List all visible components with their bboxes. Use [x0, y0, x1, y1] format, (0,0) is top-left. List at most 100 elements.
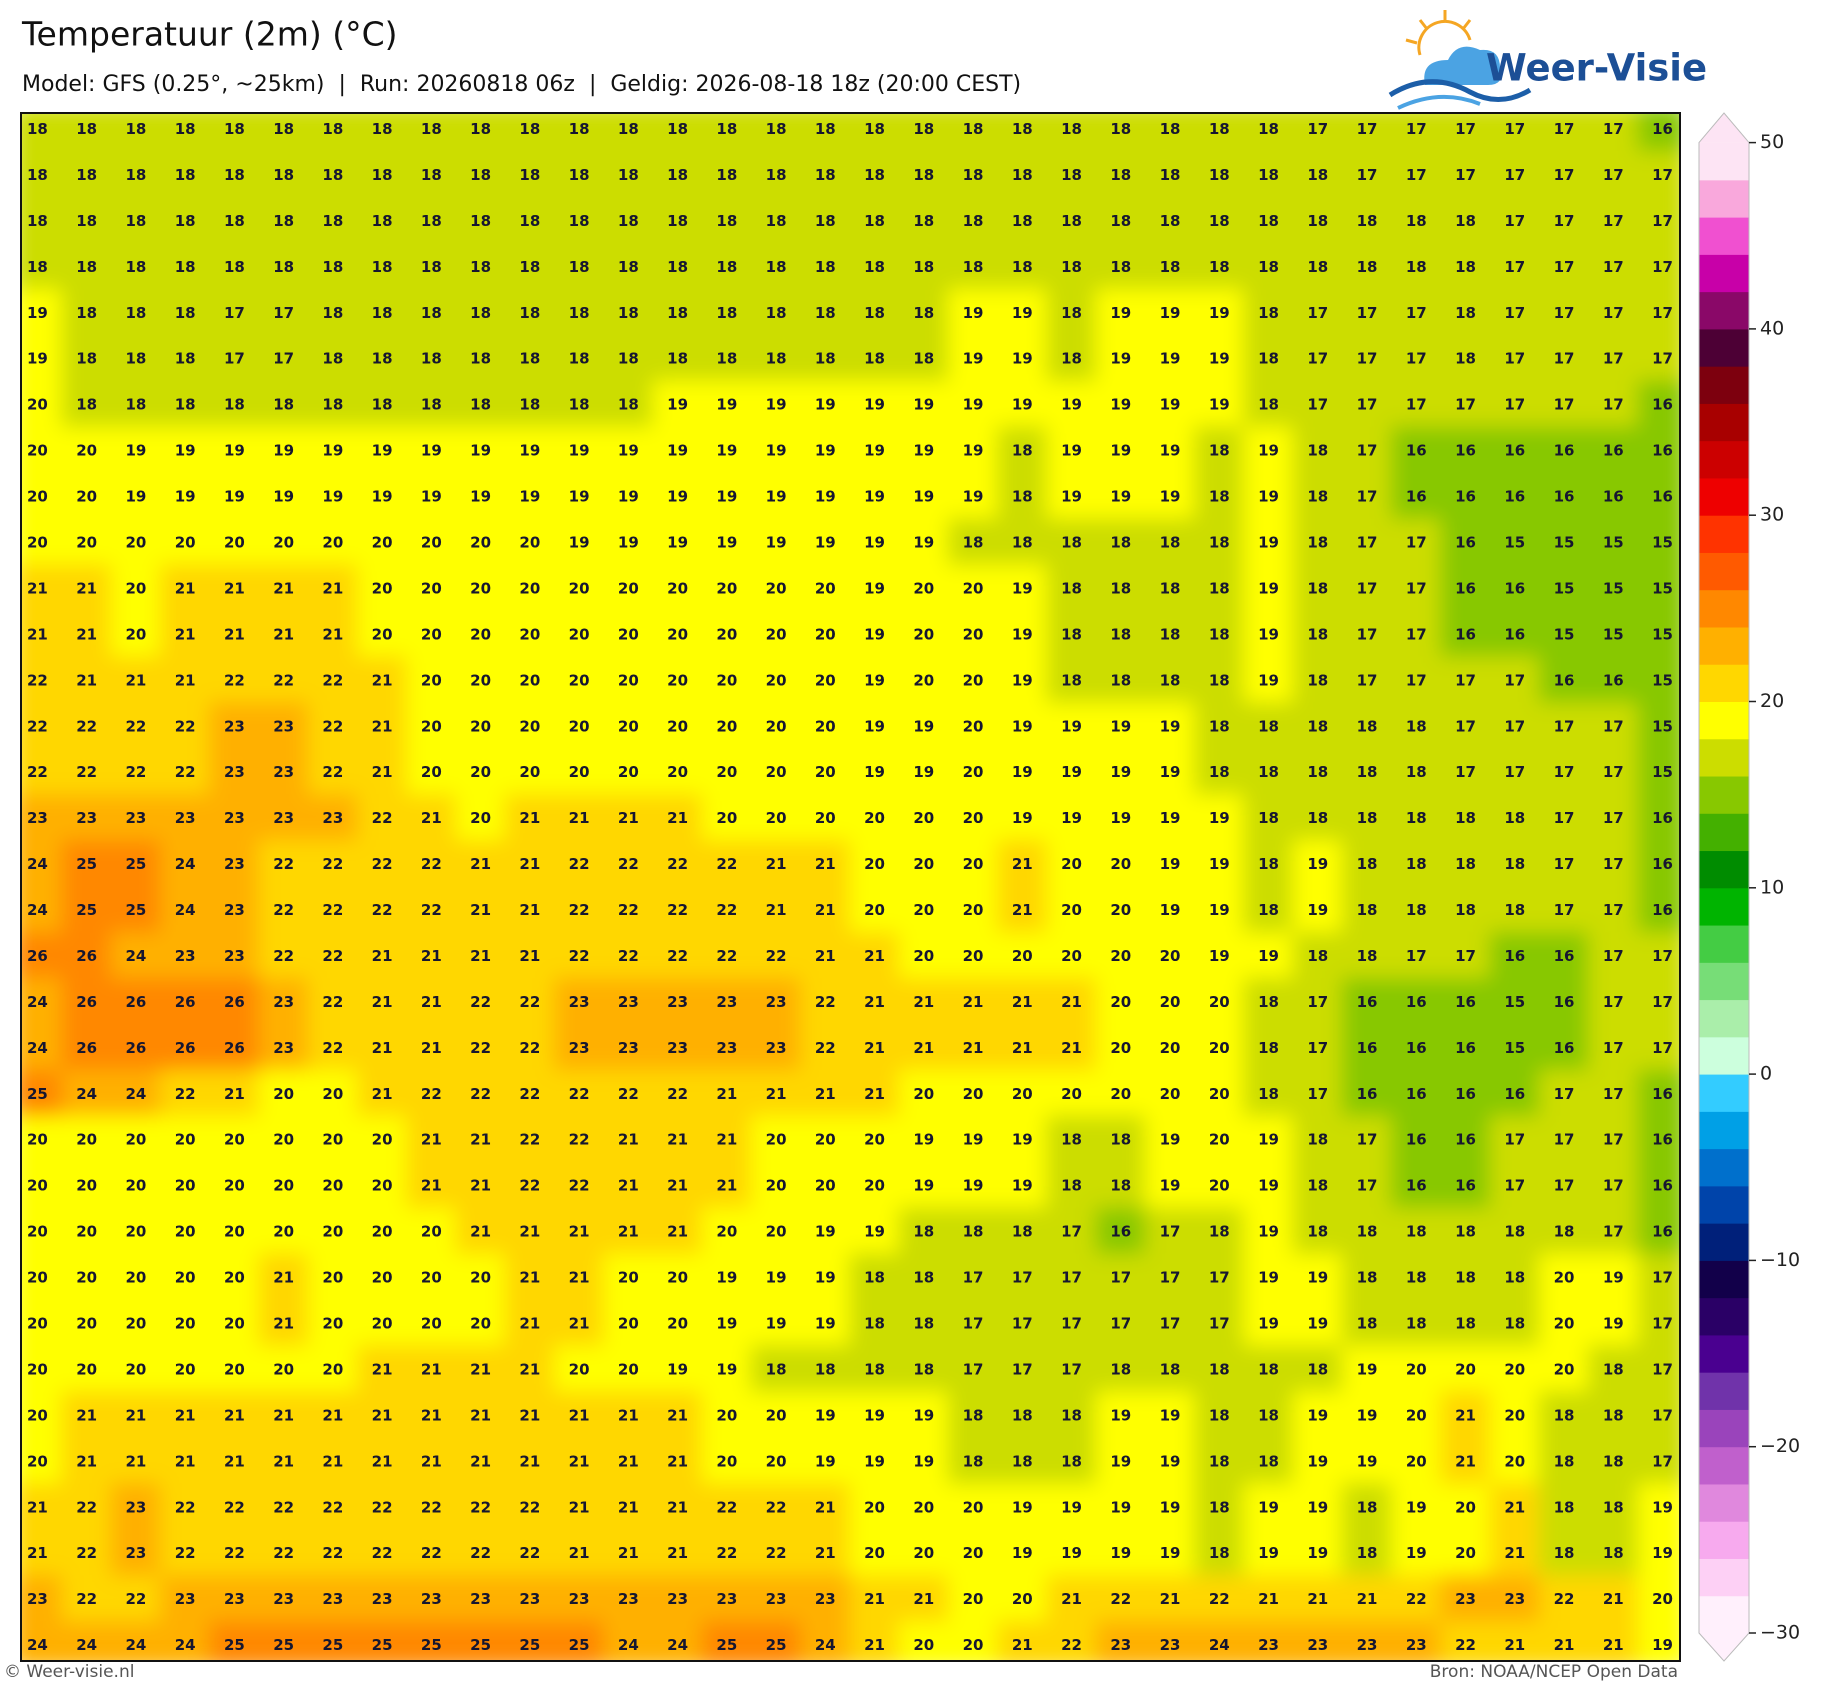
cell — [258, 518, 309, 566]
cell — [849, 1437, 900, 1485]
cell-label: 23 — [224, 947, 245, 965]
cell-label: 16 — [1554, 442, 1575, 460]
cell-label: 17 — [1554, 1177, 1575, 1195]
cell-label: 18 — [76, 166, 97, 184]
cell-label: 18 — [1307, 947, 1328, 965]
cell — [553, 288, 605, 336]
cell-label: 18 — [1406, 1223, 1427, 1241]
cell-label: 19 — [716, 396, 737, 414]
cell — [947, 380, 999, 428]
cell-label: 18 — [470, 304, 491, 322]
cell-label: 22 — [273, 1498, 294, 1516]
cell — [406, 1023, 457, 1071]
cell — [652, 1207, 703, 1255]
cell-label: 18 — [1603, 1498, 1624, 1516]
cell — [1194, 564, 1245, 612]
colorbar-band — [1699, 1260, 1749, 1299]
cell — [160, 1483, 211, 1531]
cell — [1194, 1023, 1245, 1071]
cell-label: 21 — [224, 1452, 245, 1470]
cell — [110, 518, 162, 566]
cell-label: 18 — [815, 212, 836, 230]
cell — [406, 564, 457, 612]
cell — [800, 794, 851, 842]
cell — [1489, 748, 1540, 796]
cell-label: 18 — [421, 396, 442, 414]
cell-label: 18 — [273, 212, 294, 230]
cell-label: 18 — [1209, 166, 1230, 184]
cell — [1538, 1345, 1590, 1393]
cell — [110, 1575, 162, 1623]
cell — [1588, 472, 1639, 520]
cell-label: 21 — [273, 579, 294, 597]
colorbar-band — [1699, 1334, 1749, 1373]
cell — [898, 1483, 949, 1531]
cell — [406, 977, 457, 1025]
cell — [1292, 1529, 1343, 1577]
cell — [701, 656, 752, 704]
colorbar-extend-low — [1699, 1633, 1749, 1661]
cell — [21, 426, 63, 474]
cell — [307, 1621, 358, 1661]
cell-label: 20 — [1554, 1269, 1575, 1287]
cell-label: 25 — [322, 1636, 343, 1654]
cell — [1144, 1299, 1196, 1347]
cell-label: 25 — [125, 901, 146, 919]
cell-label: 20 — [273, 1177, 294, 1195]
cell-label: 23 — [125, 1544, 146, 1562]
cell — [750, 472, 802, 520]
cell-label: 21 — [519, 1315, 540, 1333]
cell-label: 18 — [27, 120, 48, 138]
cell — [898, 196, 949, 244]
cell-label: 15 — [1652, 717, 1673, 735]
cell-label: 19 — [716, 533, 737, 551]
cell-label: 16 — [1455, 1131, 1476, 1149]
cell-label: 18 — [1258, 855, 1279, 873]
cell-label: 22 — [322, 671, 343, 689]
cell — [1194, 242, 1245, 290]
cell-label: 18 — [1554, 1498, 1575, 1516]
cell — [455, 1115, 506, 1163]
cell-label: 18 — [913, 1223, 934, 1241]
cell — [1144, 1437, 1196, 1485]
cell-label: 21 — [76, 1452, 97, 1470]
cell — [356, 931, 408, 979]
cell-label: 22 — [519, 1131, 540, 1149]
cell — [603, 1069, 654, 1117]
cell — [1440, 977, 1491, 1025]
cell — [1489, 656, 1540, 704]
cell — [1194, 1299, 1245, 1347]
cell — [1292, 977, 1343, 1025]
cell — [1194, 1253, 1245, 1301]
cell-label: 23 — [716, 1590, 737, 1608]
cell-label: 20 — [125, 1223, 146, 1241]
cell-label: 20 — [1406, 1406, 1427, 1424]
cell — [1046, 794, 1097, 842]
cell — [1144, 113, 1196, 152]
cell — [1440, 1161, 1491, 1209]
cell-label: 21 — [766, 901, 787, 919]
cell-label: 19 — [421, 442, 442, 460]
cell — [603, 1023, 654, 1071]
cell-label: 19 — [1061, 1498, 1082, 1516]
cell-label: 16 — [1652, 901, 1673, 919]
colorbar-extend-high — [1699, 113, 1749, 143]
cell — [1440, 1253, 1491, 1301]
cell — [997, 288, 1048, 336]
cell — [1538, 1161, 1590, 1209]
cell — [947, 1345, 999, 1393]
cell — [61, 656, 112, 704]
cell — [307, 610, 358, 658]
cell — [750, 1299, 802, 1347]
cell — [1588, 1391, 1639, 1439]
cell — [1637, 886, 1680, 933]
cell-label: 19 — [815, 1223, 836, 1241]
cell — [701, 334, 752, 382]
cell — [307, 564, 358, 612]
cell — [1489, 1161, 1540, 1209]
colorbar-band — [1699, 179, 1749, 218]
cell — [21, 564, 63, 612]
cell-label: 15 — [1652, 579, 1673, 597]
cell — [997, 1161, 1048, 1209]
